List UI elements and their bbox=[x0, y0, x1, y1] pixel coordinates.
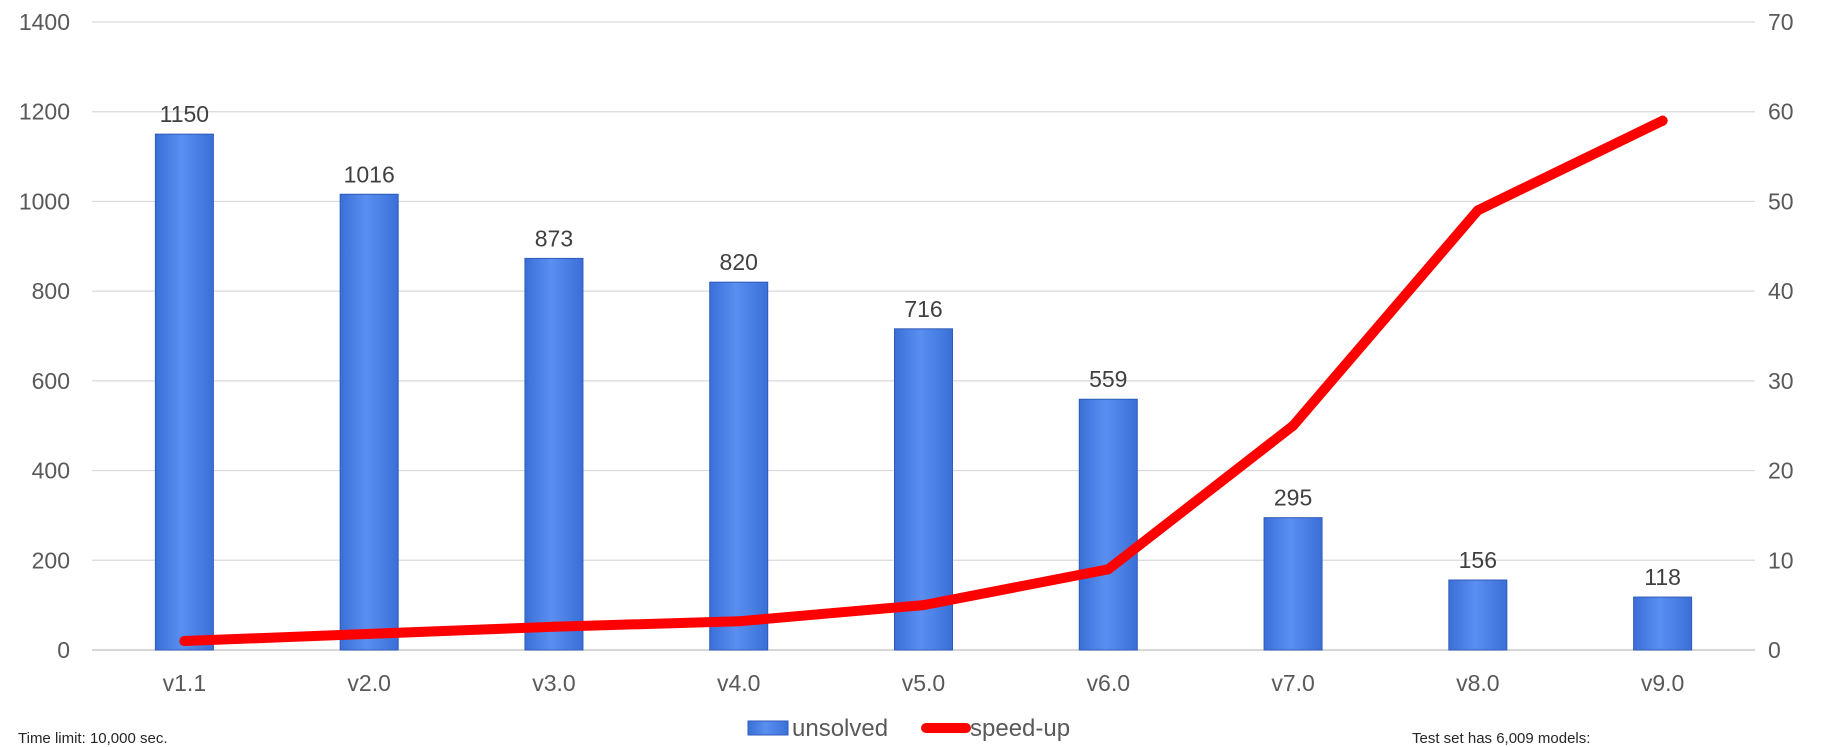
legend-label-speed-up: speed-up bbox=[970, 715, 1070, 742]
data-label: 716 bbox=[904, 296, 942, 322]
data-label: 820 bbox=[720, 249, 758, 275]
test-set-note: Test set has 6,009 models: bbox=[1412, 730, 1591, 747]
data-label: 873 bbox=[535, 225, 573, 251]
bar bbox=[1448, 579, 1508, 651]
y-axis-left: 0 200 400 600 800 1000 1200 1400 bbox=[19, 9, 70, 663]
y-tick-label: 200 bbox=[32, 547, 70, 573]
bar bbox=[1263, 517, 1323, 651]
line-point bbox=[548, 621, 559, 632]
line-point bbox=[1288, 420, 1299, 431]
bar bbox=[154, 133, 214, 651]
y2-tick-label: 60 bbox=[1768, 99, 1794, 125]
y2-tick-label: 20 bbox=[1768, 458, 1794, 484]
data-label: 156 bbox=[1459, 547, 1497, 573]
x-tick-label: v6.0 bbox=[1087, 670, 1130, 696]
y2-tick-label: 0 bbox=[1768, 637, 1781, 663]
legend-label-unsolved: unsolved bbox=[792, 715, 888, 742]
legend-swatch-unsolved bbox=[747, 720, 789, 736]
bar bbox=[339, 193, 399, 651]
y2-tick-label: 30 bbox=[1768, 368, 1794, 394]
data-label: 1016 bbox=[344, 161, 395, 187]
y-tick-label: 400 bbox=[32, 458, 70, 484]
line-point bbox=[733, 616, 744, 627]
y2-tick-label: 50 bbox=[1768, 188, 1794, 214]
y-tick-label: 1200 bbox=[19, 99, 70, 125]
legend: unsolved speed-up bbox=[747, 715, 1070, 742]
x-tick-label: v8.0 bbox=[1456, 670, 1499, 696]
data-label: 295 bbox=[1274, 485, 1312, 511]
line-point bbox=[364, 628, 375, 639]
line-point bbox=[1472, 205, 1483, 216]
x-tick-label: v9.0 bbox=[1641, 670, 1684, 696]
data-label: 1150 bbox=[160, 101, 209, 127]
y-axis-right: 0 10 20 30 40 50 60 70 bbox=[1768, 9, 1794, 663]
y-tick-label: 600 bbox=[32, 368, 70, 394]
line-point bbox=[1103, 564, 1114, 575]
x-tick-label: v2.0 bbox=[347, 670, 390, 696]
data-label: 118 bbox=[1644, 564, 1681, 590]
y-tick-label: 1000 bbox=[19, 188, 70, 214]
line-point bbox=[918, 600, 929, 611]
y-tick-label: 1400 bbox=[19, 9, 70, 35]
bar bbox=[524, 257, 584, 651]
y-tick-label: 0 bbox=[57, 637, 70, 663]
x-axis: v1.1 v2.0 v3.0 v4.0 v5.0 v6.0 v7.0 v8.0 v9.0 bbox=[163, 670, 1685, 696]
y2-tick-label: 10 bbox=[1768, 547, 1794, 573]
x-tick-label: v7.0 bbox=[1271, 670, 1314, 696]
y-tick-label: 800 bbox=[32, 278, 70, 304]
x-tick-label: v3.0 bbox=[532, 670, 575, 696]
x-tick-label: v5.0 bbox=[902, 670, 945, 696]
bar-series-unsolved: 1150 1016 873 820 716 559 295 156 118 bbox=[154, 101, 1693, 651]
line-series-speed-up bbox=[179, 115, 1668, 647]
bar bbox=[709, 281, 769, 651]
y2-tick-label: 70 bbox=[1768, 9, 1794, 35]
time-limit-note: Time limit: 10,000 sec. bbox=[18, 730, 168, 747]
x-tick-label: v4.0 bbox=[717, 670, 760, 696]
bar bbox=[1633, 596, 1693, 651]
y2-tick-label: 40 bbox=[1768, 278, 1794, 304]
bar bbox=[1078, 398, 1138, 651]
x-tick-label: v1.1 bbox=[163, 670, 206, 696]
line-point bbox=[179, 636, 190, 647]
line-point bbox=[1657, 115, 1668, 126]
data-label: 559 bbox=[1089, 366, 1127, 392]
